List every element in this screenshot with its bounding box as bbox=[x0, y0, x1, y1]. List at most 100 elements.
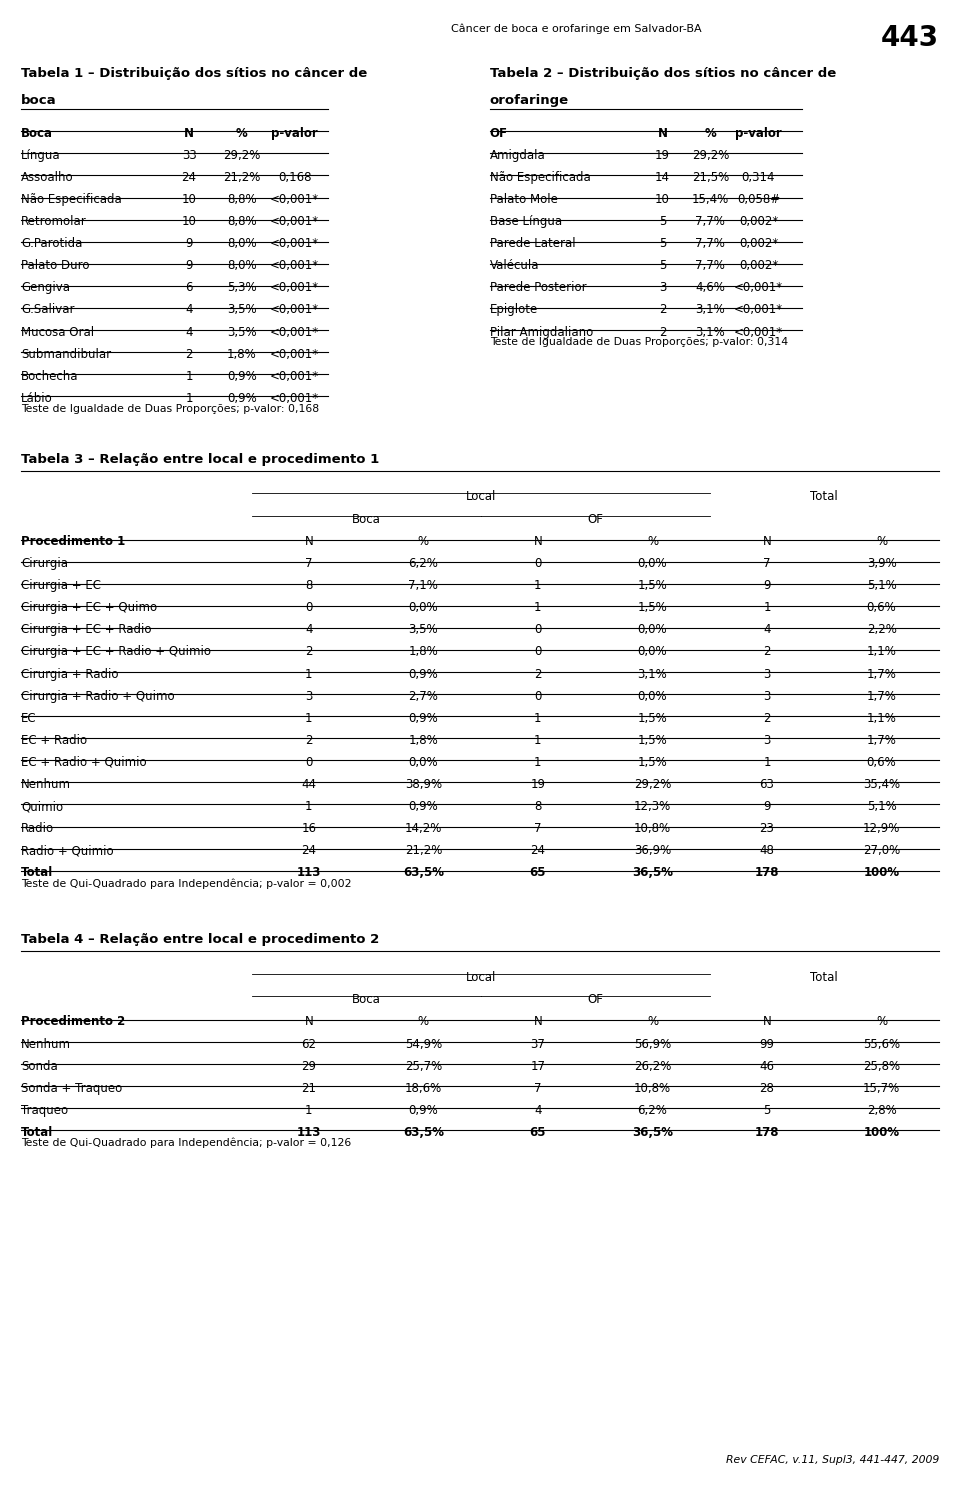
Text: 19: 19 bbox=[655, 149, 670, 163]
Text: 3,9%: 3,9% bbox=[867, 557, 897, 570]
Text: Valécula: Valécula bbox=[490, 260, 540, 273]
Text: Lábio: Lábio bbox=[21, 392, 53, 404]
Text: 443: 443 bbox=[880, 24, 939, 52]
Text: %: % bbox=[876, 1016, 887, 1028]
Text: Teste de Qui-Quadrado para Independência; p-valor = 0,126: Teste de Qui-Quadrado para Independência… bbox=[21, 1138, 351, 1149]
Text: 113: 113 bbox=[297, 867, 321, 879]
Text: Traqueo: Traqueo bbox=[21, 1104, 68, 1118]
Text: 8,0%: 8,0% bbox=[228, 237, 256, 251]
Text: 99: 99 bbox=[759, 1037, 775, 1050]
Text: <0,001*: <0,001* bbox=[270, 260, 320, 273]
Text: 0,0%: 0,0% bbox=[637, 646, 667, 658]
Text: boca: boca bbox=[21, 94, 57, 107]
Text: 8: 8 bbox=[534, 800, 541, 813]
Text: Local: Local bbox=[466, 971, 495, 983]
Text: 1: 1 bbox=[534, 601, 541, 615]
Text: 12,3%: 12,3% bbox=[634, 800, 671, 813]
Text: <0,001*: <0,001* bbox=[270, 215, 320, 228]
Text: Total: Total bbox=[810, 971, 838, 983]
Text: Tabela 4 – Relação entre local e procedimento 2: Tabela 4 – Relação entre local e procedi… bbox=[21, 934, 379, 946]
Text: 1,7%: 1,7% bbox=[867, 734, 897, 747]
Text: 35,4%: 35,4% bbox=[863, 777, 900, 791]
Text: 2: 2 bbox=[305, 734, 313, 747]
Text: Teste de Qui-Quadrado para Independência; p-valor = 0,002: Teste de Qui-Quadrado para Independência… bbox=[21, 879, 351, 889]
Text: 65: 65 bbox=[530, 867, 546, 879]
Text: Cirurgia: Cirurgia bbox=[21, 557, 68, 570]
Text: %: % bbox=[418, 536, 429, 548]
Text: Boca: Boca bbox=[351, 513, 380, 525]
Text: 0: 0 bbox=[534, 624, 541, 637]
Text: 63: 63 bbox=[759, 777, 775, 791]
Text: 0,0%: 0,0% bbox=[637, 689, 667, 703]
Text: 29,2%: 29,2% bbox=[634, 777, 671, 791]
Text: Tabela 3 – Relação entre local e procedimento 1: Tabela 3 – Relação entre local e procedi… bbox=[21, 454, 379, 466]
Text: 10: 10 bbox=[181, 215, 197, 228]
Text: Cirurgia + EC + Quimo: Cirurgia + EC + Quimo bbox=[21, 601, 157, 615]
Text: 63,5%: 63,5% bbox=[403, 1126, 444, 1138]
Text: 2,8%: 2,8% bbox=[867, 1104, 897, 1118]
Text: Língua: Língua bbox=[21, 149, 60, 163]
Text: 0,9%: 0,9% bbox=[228, 392, 256, 404]
Text: 3,5%: 3,5% bbox=[228, 303, 256, 316]
Text: <0,001*: <0,001* bbox=[270, 282, 320, 294]
Text: Tabela 2 – Distribuição dos sítios no câncer de: Tabela 2 – Distribuição dos sítios no câ… bbox=[490, 67, 836, 81]
Text: 21,2%: 21,2% bbox=[405, 844, 442, 858]
Text: 1: 1 bbox=[185, 392, 193, 404]
Text: 1,8%: 1,8% bbox=[228, 348, 256, 361]
Text: 5: 5 bbox=[659, 237, 666, 251]
Text: N: N bbox=[304, 1016, 313, 1028]
Text: 0,9%: 0,9% bbox=[228, 370, 256, 383]
Text: 12,9%: 12,9% bbox=[863, 822, 900, 836]
Text: 1,5%: 1,5% bbox=[637, 756, 667, 768]
Text: N: N bbox=[184, 127, 194, 140]
Text: 33: 33 bbox=[181, 149, 197, 163]
Text: Pilar Amigdaliano: Pilar Amigdaliano bbox=[490, 325, 593, 339]
Text: 1,8%: 1,8% bbox=[409, 646, 438, 658]
Text: Não Especificada: Não Especificada bbox=[490, 172, 590, 184]
Text: 2: 2 bbox=[659, 325, 666, 339]
Text: 6: 6 bbox=[185, 282, 193, 294]
Text: Bochecha: Bochecha bbox=[21, 370, 79, 383]
Text: 36,5%: 36,5% bbox=[632, 1126, 673, 1138]
Text: 7: 7 bbox=[534, 1082, 541, 1095]
Text: 0,9%: 0,9% bbox=[409, 667, 438, 680]
Text: <0,001*: <0,001* bbox=[270, 392, 320, 404]
Text: 29: 29 bbox=[301, 1059, 316, 1073]
Text: 3: 3 bbox=[305, 689, 313, 703]
Text: <0,001*: <0,001* bbox=[270, 348, 320, 361]
Text: 4,6%: 4,6% bbox=[695, 282, 726, 294]
Text: 0,9%: 0,9% bbox=[409, 800, 438, 813]
Text: 21,5%: 21,5% bbox=[692, 172, 729, 184]
Text: 3,5%: 3,5% bbox=[228, 325, 256, 339]
Text: Gengiva: Gengiva bbox=[21, 282, 70, 294]
Text: 1,1%: 1,1% bbox=[867, 646, 897, 658]
Text: <0,001*: <0,001* bbox=[270, 237, 320, 251]
Text: %: % bbox=[418, 1016, 429, 1028]
Text: 37: 37 bbox=[531, 1037, 545, 1050]
Text: 1: 1 bbox=[185, 370, 193, 383]
Text: Radio + Quimio: Radio + Quimio bbox=[21, 844, 113, 858]
Text: 15,7%: 15,7% bbox=[863, 1082, 900, 1095]
Text: <0,001*: <0,001* bbox=[733, 282, 783, 294]
Text: 3,1%: 3,1% bbox=[696, 303, 725, 316]
Text: Amigdala: Amigdala bbox=[490, 149, 545, 163]
Text: Cirurgia + EC + Radio + Quimio: Cirurgia + EC + Radio + Quimio bbox=[21, 646, 211, 658]
Text: 8,8%: 8,8% bbox=[228, 215, 256, 228]
Text: OF: OF bbox=[490, 127, 508, 140]
Text: 0,6%: 0,6% bbox=[867, 601, 897, 615]
Text: Sonda: Sonda bbox=[21, 1059, 58, 1073]
Text: 3: 3 bbox=[763, 667, 771, 680]
Text: %: % bbox=[647, 1016, 658, 1028]
Text: 25,7%: 25,7% bbox=[405, 1059, 442, 1073]
Text: 0: 0 bbox=[534, 646, 541, 658]
Text: 21,2%: 21,2% bbox=[224, 172, 260, 184]
Text: 5: 5 bbox=[763, 1104, 771, 1118]
Text: 8: 8 bbox=[305, 579, 313, 592]
Text: <0,001*: <0,001* bbox=[270, 370, 320, 383]
Text: 5: 5 bbox=[659, 215, 666, 228]
Text: 1: 1 bbox=[763, 601, 771, 615]
Text: 0,058#: 0,058# bbox=[737, 192, 780, 206]
Text: 54,9%: 54,9% bbox=[405, 1037, 442, 1050]
Text: 9: 9 bbox=[763, 800, 771, 813]
Text: p-valor: p-valor bbox=[272, 127, 318, 140]
